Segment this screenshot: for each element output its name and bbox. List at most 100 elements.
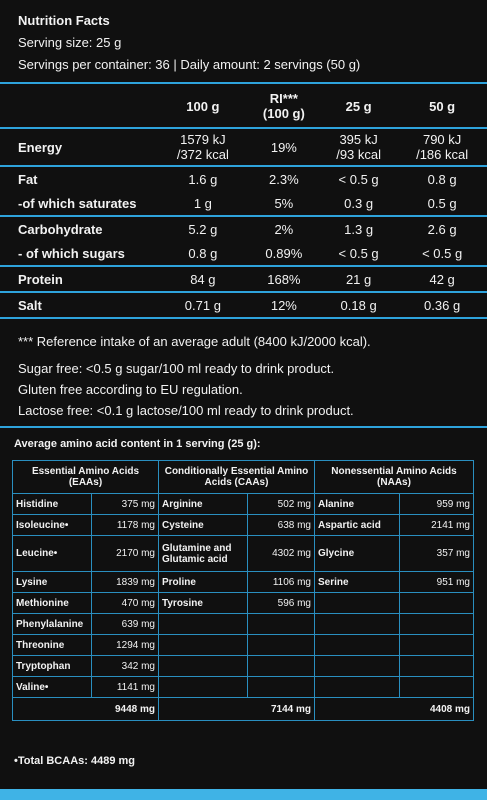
nutrient-value: 0.18 g bbox=[319, 292, 398, 319]
amino-name bbox=[314, 676, 400, 698]
nutrient-row: Protein 84 g 168% 21 g 42 g bbox=[0, 266, 487, 293]
amino-amount: 2170 mg bbox=[91, 535, 159, 572]
amino-table: Essential Amino Acids (EAAs) Conditionall… bbox=[12, 460, 474, 721]
amino-amount: 342 mg bbox=[91, 655, 159, 677]
cell-line: 2% bbox=[274, 221, 294, 237]
amino-row: Valine• 1141 mg bbox=[12, 676, 474, 698]
nutrient-label: -of which saturates bbox=[0, 191, 158, 217]
amino-total: 4408 mg bbox=[314, 697, 474, 721]
divider bbox=[0, 426, 487, 428]
amino-title: Average amino acid content in 1 serving … bbox=[14, 438, 261, 450]
group-header: Nonessential Amino Acids (NAAs) bbox=[314, 460, 474, 494]
nutrient-value: 395 kJ/93 kcal bbox=[319, 128, 398, 167]
amino-name: Cysteine bbox=[158, 514, 248, 536]
amino-name bbox=[158, 676, 248, 698]
nutrient-value: 12% bbox=[247, 292, 320, 319]
nutrient-value: < 0.5 g bbox=[319, 241, 398, 267]
nutrient-value: 2.6 g bbox=[397, 216, 487, 241]
amino-name bbox=[158, 634, 248, 656]
amino-amount: 638 mg bbox=[247, 514, 315, 536]
cell-line: 84 g bbox=[190, 271, 216, 287]
nutrient-row: Fat 1.6 g 2.3% < 0.5 g 0.8 g bbox=[0, 166, 487, 191]
amino-amount: 375 mg bbox=[91, 493, 159, 515]
nutrient-value: 21 g bbox=[319, 266, 398, 293]
nutrient-label: Carbohydrate bbox=[18, 221, 103, 237]
cell-line: 0.71 g bbox=[184, 297, 221, 313]
cell-line: 790 kJ bbox=[422, 132, 462, 147]
group-header: Essential Amino Acids (EAAs) bbox=[12, 460, 159, 494]
nutrient-value: 790 kJ/186 kcal bbox=[397, 128, 487, 167]
nutrient-value: 84 g bbox=[158, 266, 248, 293]
cell-line: (100 g) bbox=[262, 106, 305, 121]
cell-line: 168% bbox=[267, 271, 301, 287]
nutrient-value: 0.36 g bbox=[397, 292, 487, 319]
cell-line: 0.3 g bbox=[344, 195, 374, 211]
column-header: 50 g bbox=[397, 85, 487, 129]
cell-line: 2.3% bbox=[269, 171, 299, 187]
nutrient-value: 0.8 g bbox=[158, 241, 248, 267]
nutrition-table: 100 g RI*** (100 g) 25 g 50 g Energy 1579 kJ/3… bbox=[0, 85, 487, 319]
nutrient-value: 42 g bbox=[397, 266, 487, 293]
cell-line: < 0.5 g bbox=[338, 245, 379, 261]
cell-line: RI*** bbox=[269, 91, 298, 106]
amino-total: 9448 mg bbox=[12, 697, 159, 721]
cell-line: 2.6 g bbox=[427, 221, 457, 237]
amino-amount bbox=[247, 655, 315, 677]
amino-name: Tryptophan bbox=[12, 655, 92, 677]
amino-amount: 1106 mg bbox=[247, 571, 315, 593]
nutrient-row: Carbohydrate 5.2 g 2% 1.3 g 2.6 g bbox=[0, 216, 487, 241]
amino-row: Histidine 375 mg Arginine 502 mg Alanine 959 … bbox=[12, 493, 474, 515]
amino-row: Lysine 1839 mg Proline 1106 mg Serine 951 mg bbox=[12, 571, 474, 593]
notes: *** Reference intake of an average adult… bbox=[18, 331, 371, 421]
nutrient-value: < 0.5 g bbox=[320, 166, 397, 191]
nutrient-value: 19% bbox=[247, 128, 320, 167]
nutrient-value: 1579 kJ/372 kcal bbox=[158, 128, 248, 167]
cell-line: 100 g bbox=[186, 98, 220, 114]
nutrient-label: - of which sugars bbox=[0, 241, 158, 267]
nutrient-row: Energy 1579 kJ/372 kcal 19% 395 kJ/93 kcal 7… bbox=[0, 128, 487, 167]
amino-name: Methionine bbox=[12, 592, 92, 614]
amino-amount: 502 mg bbox=[247, 493, 315, 515]
amino-amount bbox=[399, 613, 474, 635]
amino-amount bbox=[247, 613, 315, 635]
nutrient-row: - of which sugars 0.8 g 0.89% < 0.5 g < 0.5 … bbox=[0, 241, 487, 267]
nutrient-row: Salt 0.71 g 12% 0.18 g 0.36 g bbox=[0, 292, 487, 319]
cell-line: 1 g bbox=[193, 195, 212, 211]
amino-amount: 959 mg bbox=[399, 493, 474, 515]
amino-name bbox=[158, 613, 248, 635]
nutrient-value: 5% bbox=[247, 191, 320, 217]
amino-name: Serine bbox=[314, 571, 400, 593]
amino-name bbox=[314, 592, 400, 614]
amino-row: Isoleucine• 1178 mg Cysteine 638 mg Aspartic… bbox=[12, 514, 474, 536]
amino-name: Histidine bbox=[12, 493, 92, 515]
amino-amount: 357 mg bbox=[399, 535, 474, 572]
bcaa-total: •Total BCAAs: 4489 mg bbox=[14, 755, 136, 767]
header: Nutrition Facts Serving size: 25 g Servi… bbox=[18, 10, 360, 76]
nutrient-value: 1.3 g bbox=[320, 216, 397, 241]
column-header: RI*** (100 g) bbox=[247, 85, 320, 129]
nutrient-row: -of which saturates 1 g 5% 0.3 g 0.5 g bbox=[0, 191, 487, 217]
nutrient-label: Energy bbox=[0, 128, 158, 167]
cell-line: 1579 kJ bbox=[180, 132, 226, 147]
cell-line: < 0.5 g bbox=[338, 171, 379, 187]
nutrient-value: 1.6 g bbox=[158, 166, 248, 191]
amino-amount: 639 mg bbox=[91, 613, 159, 635]
totals-row: 9448 mg 7144 mg 4408 mg bbox=[12, 697, 474, 721]
amino-name: Aspartic acid bbox=[314, 514, 400, 536]
cell-line: 19% bbox=[270, 139, 297, 155]
nutrient-value: 1 g bbox=[158, 191, 248, 217]
table-head: 100 g RI*** (100 g) 25 g 50 g bbox=[0, 85, 487, 129]
amino-amount bbox=[399, 592, 474, 614]
cell-line: /186 kcal bbox=[416, 147, 469, 162]
cell-line: 5% bbox=[274, 195, 294, 211]
header-row: 100 g RI*** (100 g) 25 g 50 g bbox=[0, 85, 487, 129]
servings: Servings per container: 36 | Daily amoun… bbox=[18, 57, 361, 72]
nutrient-label: Salt bbox=[0, 292, 158, 319]
amino-name bbox=[314, 634, 400, 656]
bottom-band bbox=[0, 789, 487, 800]
amino-amount: 596 mg bbox=[247, 592, 315, 614]
cell-line: /372 kcal bbox=[176, 147, 229, 162]
amino-amount bbox=[247, 676, 315, 698]
amino-amount: 1294 mg bbox=[91, 634, 159, 656]
